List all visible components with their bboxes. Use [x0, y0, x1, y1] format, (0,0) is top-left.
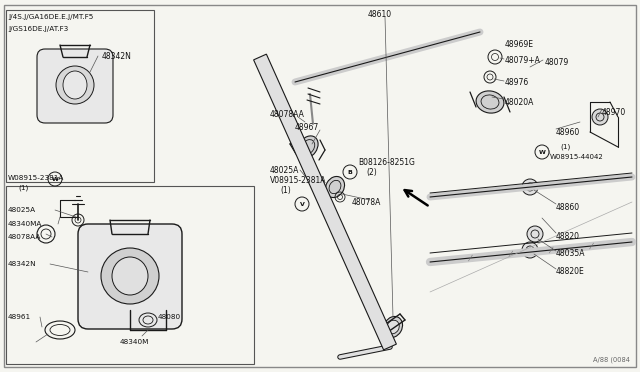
FancyBboxPatch shape: [78, 224, 182, 329]
Circle shape: [592, 109, 608, 125]
Text: (2): (2): [366, 167, 377, 176]
Text: 48080: 48080: [158, 314, 181, 320]
Text: V08915-2381A: V08915-2381A: [270, 176, 326, 185]
Ellipse shape: [112, 257, 148, 295]
Text: 48960: 48960: [556, 128, 580, 137]
FancyBboxPatch shape: [37, 49, 113, 123]
Text: W08915-44042: W08915-44042: [550, 154, 604, 160]
Ellipse shape: [383, 317, 403, 337]
Text: 48969E: 48969E: [505, 39, 534, 48]
Bar: [6, 186, 254, 364]
Text: 48976: 48976: [505, 77, 529, 87]
Text: 48820: 48820: [556, 231, 580, 241]
Ellipse shape: [387, 320, 399, 334]
Ellipse shape: [56, 66, 94, 104]
Text: 48340MA: 48340MA: [8, 221, 42, 227]
Text: J/4S.J/GA16DE.E.J/MT.F5: J/4S.J/GA16DE.E.J/MT.F5: [8, 14, 93, 20]
Text: B08126-8251G: B08126-8251G: [358, 157, 415, 167]
Text: W: W: [539, 150, 545, 154]
Text: 48340M: 48340M: [120, 339, 149, 345]
Text: 48020A: 48020A: [505, 97, 534, 106]
Text: J/GS16DE.J/AT.F3: J/GS16DE.J/AT.F3: [8, 26, 68, 32]
Text: (1): (1): [280, 186, 291, 195]
Text: V: V: [300, 202, 305, 206]
Text: 48025A: 48025A: [8, 207, 36, 213]
Text: 48610: 48610: [368, 10, 392, 19]
Ellipse shape: [326, 176, 344, 198]
Text: 48078A: 48078A: [352, 198, 381, 206]
Text: 48078AA: 48078AA: [270, 109, 305, 119]
Ellipse shape: [101, 248, 159, 304]
Text: 48025A: 48025A: [270, 166, 300, 174]
Text: 48342N: 48342N: [8, 261, 36, 267]
Circle shape: [522, 242, 538, 258]
Text: 48820E: 48820E: [556, 267, 585, 276]
Text: 48970: 48970: [602, 108, 627, 116]
Text: 48035A: 48035A: [556, 250, 586, 259]
Text: (1): (1): [560, 144, 570, 150]
Ellipse shape: [298, 136, 318, 158]
Text: 48079+A: 48079+A: [505, 55, 541, 64]
Text: 48967: 48967: [295, 122, 319, 131]
Text: W: W: [52, 176, 58, 182]
Text: (1): (1): [18, 185, 28, 191]
Text: A/88 (0084: A/88 (0084: [593, 357, 630, 363]
Circle shape: [522, 179, 538, 195]
Text: 48079: 48079: [545, 58, 569, 67]
Text: 48342N: 48342N: [102, 51, 132, 61]
Text: 48078AA: 48078AA: [8, 234, 42, 240]
Bar: [6, 10, 154, 182]
Circle shape: [527, 226, 543, 242]
Ellipse shape: [476, 91, 504, 113]
Ellipse shape: [63, 71, 87, 99]
Text: 48961: 48961: [8, 314, 31, 320]
Polygon shape: [253, 54, 396, 350]
Text: W08915-2381A: W08915-2381A: [8, 175, 65, 181]
Text: 48860: 48860: [556, 202, 580, 212]
Text: B: B: [348, 170, 353, 174]
